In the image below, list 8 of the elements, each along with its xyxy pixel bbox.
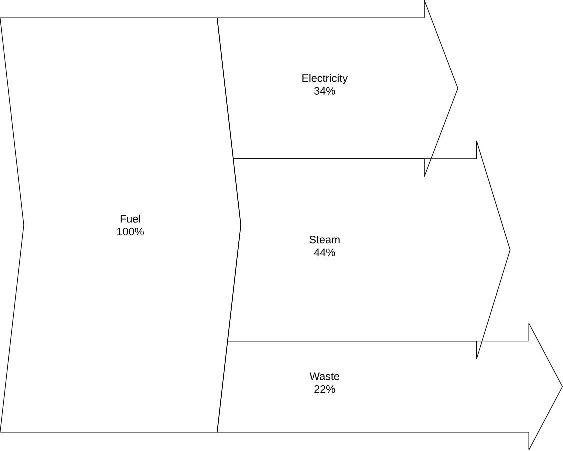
- category-label: Waste: [310, 373, 340, 381]
- data-label: 34%: [314, 88, 336, 96]
- category-label: Electricity: [302, 74, 348, 85]
- data-label: 100%: [118, 228, 144, 236]
- data-label: 44%: [314, 249, 336, 257]
- category-label: Steam: [310, 236, 340, 244]
- data-label: 22%: [314, 386, 336, 394]
- category-label: Fuel: [120, 215, 140, 224]
